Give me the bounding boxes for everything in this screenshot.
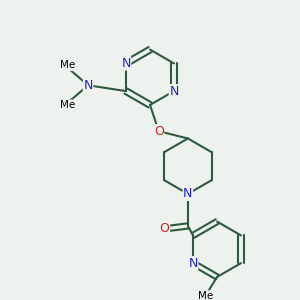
Text: O: O — [160, 222, 170, 236]
Text: Me: Me — [60, 100, 75, 110]
Text: Me: Me — [60, 60, 75, 70]
Text: N: N — [169, 85, 179, 98]
Text: N: N — [188, 256, 198, 270]
Text: N: N — [121, 57, 131, 70]
Text: N: N — [183, 188, 193, 200]
Text: O: O — [154, 125, 164, 138]
Text: Me: Me — [198, 291, 213, 300]
Text: N: N — [83, 79, 93, 92]
